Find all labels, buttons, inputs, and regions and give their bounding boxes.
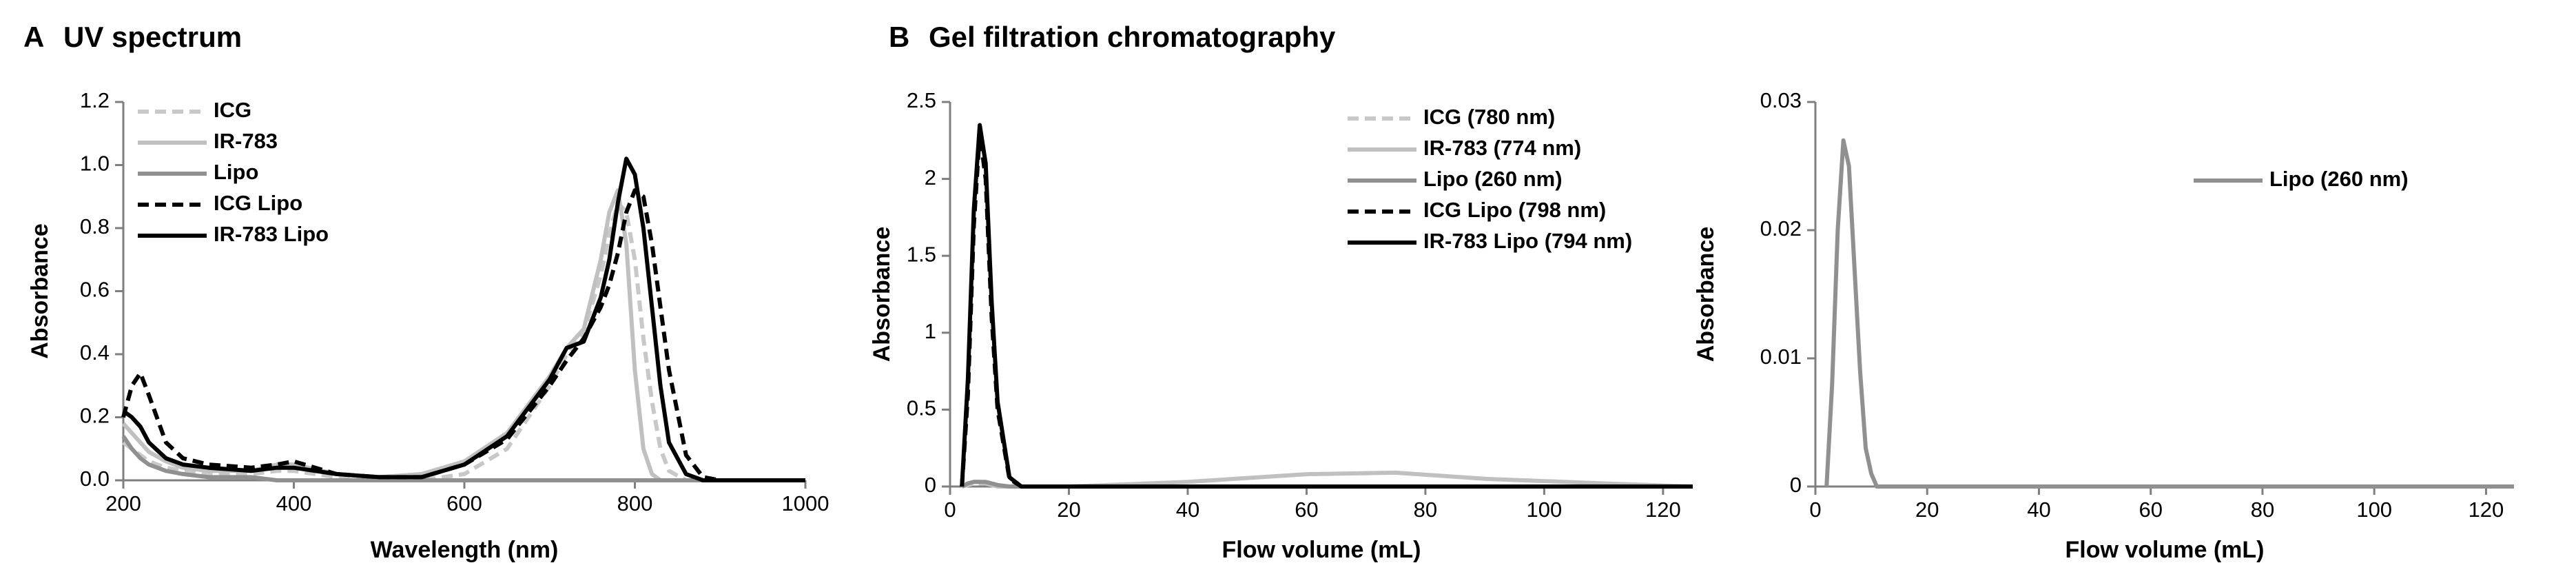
legend-label: Lipo [214, 160, 258, 184]
x-tick-label: 40 [2027, 498, 2050, 522]
panel-label: B [889, 21, 909, 53]
x-tick-label: 20 [1915, 498, 1939, 522]
legend-label: IR-783 [214, 129, 278, 153]
x-tick-label: 600 [446, 491, 482, 515]
y-tick-label: 0.2 [80, 404, 110, 428]
x-tick-label: 80 [1414, 498, 1437, 522]
y-tick-label: 0.5 [907, 396, 936, 420]
series-line [1824, 138, 2514, 489]
legend-label: ICG [214, 98, 251, 122]
series-line [121, 435, 805, 482]
x-tick-label: 400 [276, 491, 312, 515]
y-tick-label: 1.0 [80, 152, 110, 176]
legend-label: ICG (780 nm) [1423, 105, 1555, 129]
panel-label: A [23, 21, 44, 53]
x-axis-label: Wavelength (nm) [371, 537, 559, 563]
y-tick-label: 0.4 [80, 340, 110, 365]
x-axis-label: Flow volume (mL) [2065, 537, 2265, 563]
x-tick-label: 20 [1057, 498, 1080, 522]
series-line [121, 188, 805, 482]
y-tick-label: 0.02 [1760, 216, 1802, 241]
series-line [960, 130, 1693, 489]
legend-label: IR-783 (774 nm) [1423, 136, 1581, 160]
y-tick-label: 0.0 [80, 467, 110, 491]
y-tick-label: 2.5 [907, 88, 936, 112]
x-tick-label: 100 [1527, 498, 1563, 522]
y-tick-label: 0.03 [1760, 88, 1802, 112]
series-line [960, 123, 1693, 489]
y-axis-label: Absorbance [1693, 227, 1719, 362]
x-tick-label: 800 [617, 491, 653, 515]
x-tick-label: 0 [1809, 498, 1821, 522]
y-tick-label: 1 [925, 319, 936, 343]
y-axis-label: Absorbance [27, 223, 53, 359]
legend-label: Lipo (260 nm) [1423, 167, 1563, 191]
series-line [122, 156, 805, 482]
x-tick-label: 60 [2139, 498, 2162, 522]
chart-title: Gel filtration chromatography [929, 21, 1336, 53]
legend-label: Lipo (260 nm) [2269, 167, 2409, 191]
y-tick-label: 0.8 [80, 214, 110, 238]
y-tick-label: 2 [925, 165, 936, 190]
y-axis-label: Absorbance [869, 227, 895, 362]
legend-label: ICG Lipo [214, 191, 302, 215]
y-tick-label: 0.6 [80, 278, 110, 302]
legend-label: IR-783 Lipo [214, 222, 329, 246]
y-tick-label: 1.2 [80, 88, 110, 112]
x-tick-label: 60 [1295, 498, 1318, 522]
x-tick-label: 120 [2469, 498, 2504, 522]
legend-label: ICG Lipo (798 nm) [1423, 198, 1606, 222]
x-tick-label: 100 [2356, 498, 2392, 522]
y-tick-label: 0.01 [1760, 345, 1802, 369]
y-tick-label: 0 [1790, 473, 1802, 497]
x-tick-label: 40 [1176, 498, 1199, 522]
x-tick-label: 0 [944, 498, 956, 522]
x-tick-label: 80 [2251, 498, 2274, 522]
series-line [122, 201, 805, 482]
x-tick-label: 200 [105, 491, 141, 515]
x-tick-label: 1000 [782, 491, 830, 515]
chart-title: UV spectrum [63, 21, 242, 53]
series-line [960, 470, 1693, 489]
x-tick-label: 120 [1645, 498, 1681, 522]
y-tick-label: 0 [925, 473, 936, 497]
y-tick-label: 1.5 [907, 242, 936, 266]
x-axis-label: Flow volume (mL) [1222, 537, 1421, 563]
legend-label: IR-783 Lipo (794 nm) [1423, 229, 1632, 253]
